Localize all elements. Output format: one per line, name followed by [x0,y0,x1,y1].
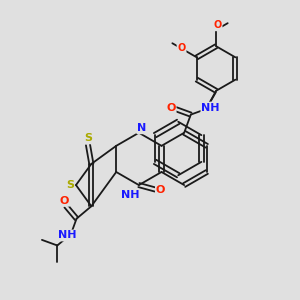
Text: S: S [84,133,92,143]
Text: O: O [60,196,69,206]
Text: NH: NH [58,230,76,241]
Text: N: N [137,123,146,133]
Text: O: O [214,20,222,30]
Text: S: S [66,180,74,190]
Text: O: O [177,43,186,52]
Text: O: O [156,184,165,194]
Text: O: O [166,103,176,112]
Text: NH: NH [201,103,220,112]
Text: NH: NH [121,190,139,200]
